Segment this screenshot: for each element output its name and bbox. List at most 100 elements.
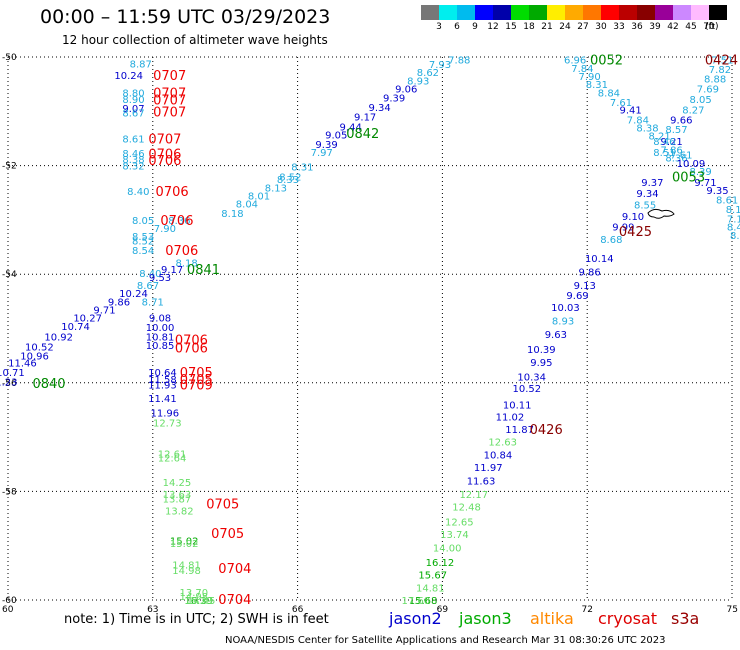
swh-value-label: 8.27 — [682, 106, 704, 117]
swh-value-label: 7.61 — [610, 98, 632, 109]
swh-value-label: 7.84 — [571, 64, 593, 75]
latitude-tick-labels: -50 -52 -54 -56 -58 -60 — [2, 53, 17, 606]
swh-value-label: 12.61 — [158, 449, 187, 460]
color-swatch — [457, 5, 475, 20]
pass-time-label: 0705 — [180, 373, 213, 388]
swh-value-label: 9.86 — [108, 297, 130, 308]
swh-value-label: 8.61 — [122, 134, 144, 145]
swh-value-label: 8.52 — [132, 237, 154, 248]
swh-value-label: 11.63 — [467, 477, 496, 488]
swh-value-label: 8.55 — [634, 201, 656, 212]
swh-value-label: 7.90 — [578, 72, 600, 83]
swh-value-label: 8.51 — [653, 148, 675, 159]
pass-time-label: 0709 — [180, 378, 213, 393]
swh-value-label: 15.02 — [170, 536, 199, 547]
color-swatch — [511, 5, 529, 20]
swh-value-label: 8.36 — [665, 153, 687, 164]
y-tick-label: -52 — [2, 162, 17, 172]
swh-value-label: 11.87 — [505, 425, 534, 436]
pass-time-label: 0706 — [148, 154, 181, 169]
y-tick-label: -54 — [2, 270, 17, 280]
swh-value-label: 10.84 — [484, 450, 513, 461]
swh-value-label: 8.84 — [598, 88, 620, 99]
swh-value-label: 8.1 — [730, 231, 740, 242]
swh-value-label: 14.45 — [187, 596, 216, 607]
swh-value-label: 9.21 — [661, 137, 683, 148]
y-tick-label: -56 — [2, 379, 17, 389]
pass-time-label: 0705 — [180, 366, 213, 381]
swh-value-label: 8.05 — [689, 95, 711, 106]
color-scale-label: 18 — [523, 22, 535, 32]
swh-value-label: 9.71 — [694, 178, 716, 189]
swh-labels: 8.8710.248.808.909.078.678.618.468.388.3… — [0, 56, 740, 607]
swh-value-label: 10.11 — [503, 401, 532, 412]
swh-value-label: 8.04 — [236, 200, 258, 211]
color-swatch — [583, 5, 601, 20]
color-swatch — [601, 5, 619, 20]
pass-time-label: 0706 — [165, 244, 198, 259]
pass-time-label: 0840 — [32, 377, 65, 392]
island-outline-icon — [647, 208, 675, 219]
swh-value-label: 9.34 — [369, 103, 391, 114]
color-swatch — [547, 5, 565, 20]
color-scale-label: 33 — [613, 22, 625, 32]
swh-value-label: 9.69 — [566, 291, 588, 302]
swh-value-label: 8.33 — [277, 175, 299, 186]
swh-value-label: 9.44 — [340, 123, 362, 134]
pass-time-label: 0842 — [346, 127, 379, 142]
swh-value-label: 8.57 — [665, 125, 687, 136]
color-swatch — [565, 5, 583, 20]
swh-value-label: 10.03 — [551, 303, 580, 314]
pass-time-label: 0424 — [705, 54, 738, 69]
swh-value-label: 10.71 — [0, 368, 25, 379]
swh-value-label: 8.46 — [122, 149, 144, 160]
page-subtitle: 12 hour collection of altimeter wave hei… — [62, 33, 328, 47]
swh-value-label: 8.93 — [407, 76, 429, 87]
swh-value-label: 9.37 — [641, 178, 663, 189]
pass-time-label: 0707 — [153, 86, 186, 101]
x-tick-label: 72 — [581, 605, 592, 615]
swh-value-label: 10.64 — [148, 368, 177, 379]
swh-value-label: 12.63 — [488, 437, 517, 448]
swh-value-label: 9.39 — [383, 94, 405, 105]
color-swatch — [673, 5, 691, 20]
color-swatch — [493, 5, 511, 20]
pass-time-label: 0707 — [153, 93, 186, 108]
swh-value-label: 8.67 — [122, 108, 144, 119]
swh-value-label: 8.31 — [291, 163, 313, 174]
swh-value-label: 10.00 — [146, 323, 175, 334]
y-tick-label: -50 — [2, 53, 17, 63]
color-swatch — [421, 5, 439, 20]
pass-time-label: 0706 — [160, 214, 193, 229]
swh-value-label: 14.25 — [163, 478, 192, 489]
pass-time-label: 0704 — [218, 593, 251, 608]
swh-value-label: 7.51 — [711, 56, 733, 67]
swh-value-label: 8.38 — [636, 124, 658, 135]
pass-time-label: 0704 — [218, 562, 251, 577]
swh-value-label: 7.61 — [670, 151, 692, 162]
color-swatch — [529, 5, 547, 20]
legend-item-jason3: jason3 — [459, 609, 512, 628]
pass-time-label: 0707 — [153, 105, 186, 120]
pass-time-label: 0425 — [619, 225, 652, 240]
pass-time-label: 0707 — [153, 69, 186, 84]
swh-value-label: 8.13 — [265, 183, 287, 194]
swh-value-label: 15.02 — [170, 539, 199, 550]
swh-value-label: 11.58 — [148, 375, 177, 386]
swh-value-label: 9.17 — [354, 113, 376, 124]
swh-value-label: 7.86 — [661, 145, 683, 156]
swh-value-label: 12.73 — [153, 418, 182, 429]
swh-value-label: 8.88 — [704, 75, 726, 86]
swh-value-label: 13.87 — [163, 494, 192, 505]
map-grid — [7, 56, 733, 601]
swh-value-label: 16.39 — [184, 596, 213, 607]
pass-time-label: 0706 — [175, 342, 208, 357]
swh-value-label: 7.90 — [154, 224, 176, 235]
swh-value-label: 9.07 — [122, 104, 144, 115]
swh-value-label: 9.71 — [93, 305, 115, 316]
swh-value-label: 8.39 — [689, 167, 711, 178]
swh-value-label: 8.18 — [221, 209, 243, 220]
pass-time-label: 0426 — [530, 423, 563, 438]
swh-value-label: 11.97 — [474, 463, 503, 474]
